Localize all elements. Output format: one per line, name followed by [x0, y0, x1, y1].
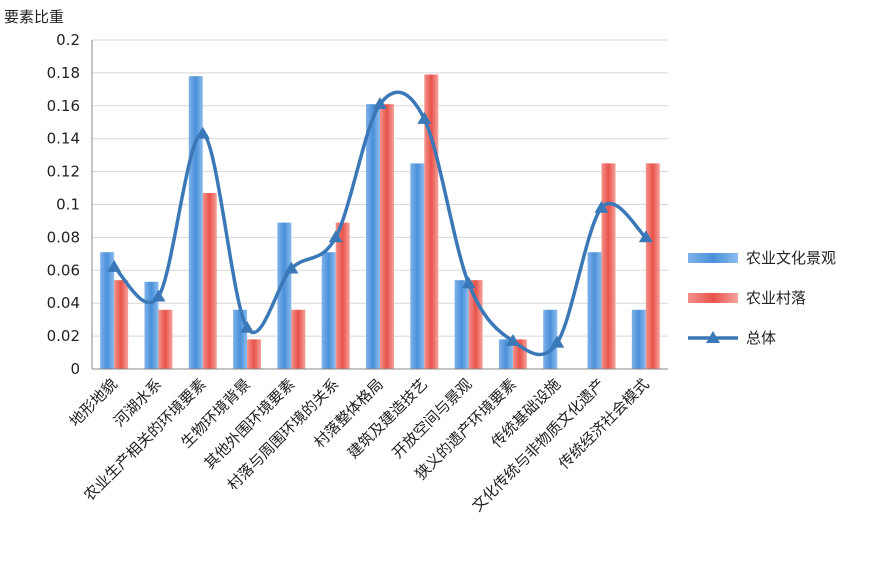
y-tick-label: 0.1 — [56, 196, 80, 214]
bar-village-8 — [468, 280, 483, 369]
y-tick-label: 0.12 — [47, 163, 80, 181]
bar-village-4 — [291, 309, 306, 369]
legend-swatch-1 — [688, 293, 738, 303]
point-total-7 — [417, 111, 432, 124]
y-tick-label: 0 — [70, 360, 80, 378]
x-tick-labels: 地形地貌河湖水系农业生产相关的环境要素生物环境背景其他外围环境要素村落与周围环境… — [66, 375, 653, 515]
point-total-2 — [195, 126, 210, 139]
bar-landscape-0 — [100, 252, 115, 369]
y-tick-label: 0.06 — [47, 261, 80, 279]
bar-landscape-7 — [410, 163, 425, 369]
axis-layer — [91, 40, 668, 370]
point-total-5 — [328, 230, 343, 243]
bar-village-1 — [158, 309, 173, 369]
y-tick-label: 0.02 — [47, 327, 80, 345]
bar-landscape-9 — [498, 339, 513, 369]
bar-village-2 — [202, 192, 217, 369]
bar-village-6 — [380, 104, 394, 369]
legend-label-2: 总体 — [746, 329, 776, 347]
y-tick-label: 0.16 — [47, 97, 80, 115]
point-total-4 — [284, 261, 299, 274]
x-tick-label: 地形地貌 — [66, 375, 121, 430]
y-axis-label: 要素比重 — [4, 8, 64, 26]
y-tick-label: 0.04 — [47, 294, 80, 312]
bar-landscape-8 — [454, 280, 469, 369]
y-tick-label: 0.2 — [56, 31, 80, 49]
point-total-10 — [550, 335, 565, 348]
bar-landscape-11 — [587, 252, 602, 369]
y-tick-label: 0.18 — [47, 64, 80, 82]
bar-village-12 — [645, 163, 660, 369]
point-total-0 — [107, 260, 122, 272]
bar-village-11 — [601, 163, 616, 369]
bar-layer — [100, 74, 660, 370]
point-total-11 — [594, 200, 609, 213]
legend-swatch-0 — [688, 253, 738, 263]
bar-village-5 — [335, 222, 350, 369]
legend-marker-2 — [706, 331, 720, 343]
y-tick-label: 0.14 — [47, 130, 80, 148]
point-total-12 — [638, 230, 653, 243]
bar-landscape-5 — [321, 252, 336, 369]
bar-landscape-4 — [277, 222, 292, 369]
point-total-3 — [240, 320, 255, 333]
bar-landscape-2 — [188, 76, 203, 369]
point-total-1 — [151, 289, 166, 302]
legend-label-0: 农业文化景观 — [746, 249, 836, 267]
legend-label-1: 农业村落 — [746, 289, 806, 307]
bar-village-3 — [247, 339, 262, 369]
line-layer — [107, 90, 653, 357]
y-tick-labels: 0 0.02 0.04 0.06 0.08 0.1 0.12 0.14 0.16 0.18 0.2 — [47, 31, 80, 378]
bar-landscape-12 — [631, 309, 646, 369]
bar-village-0 — [114, 280, 129, 369]
point-total-6 — [373, 97, 387, 110]
point-total-9 — [505, 334, 520, 346]
point-total-8 — [461, 276, 476, 289]
y-tick-label: 0.08 — [47, 228, 80, 246]
bar-landscape-6 — [366, 104, 380, 369]
